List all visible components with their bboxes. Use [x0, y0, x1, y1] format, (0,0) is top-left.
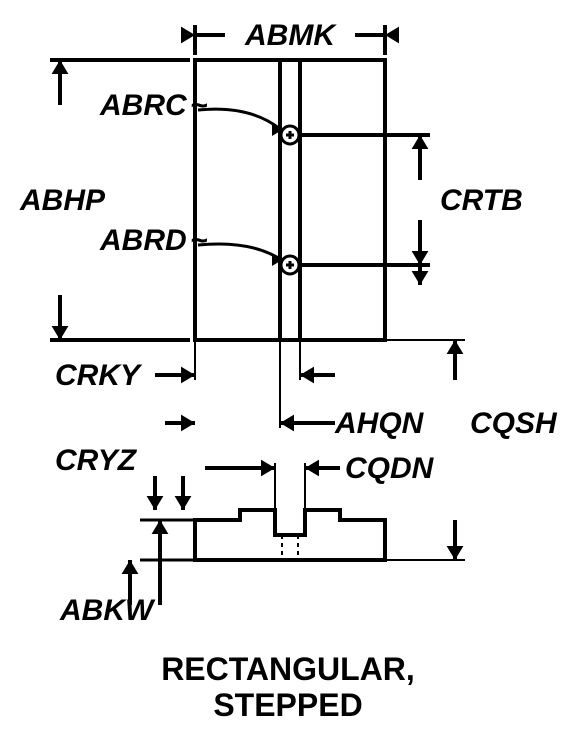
label-cqdn: CQDN [345, 452, 435, 485]
label-cryz: CRYZ [55, 444, 138, 477]
technical-drawing: ABMKABHPABRC~ABRD~CRTBCRKYAHQNCQSHCRYZCQ… [0, 0, 577, 731]
title-line-2: STEPPED [213, 687, 362, 723]
top-view-rect [195, 60, 385, 340]
label-abkw: ABKW [59, 594, 156, 627]
label: ~ [190, 224, 208, 257]
label-crtb: CRTB [440, 184, 523, 217]
label-abrd: ABRD [99, 224, 187, 257]
title-line-1: RECTANGULAR, [161, 651, 415, 687]
label-ahqn: AHQN [334, 407, 425, 440]
label-abhp: ABHP [19, 184, 106, 217]
label-abmk: ABMK [244, 19, 337, 52]
label-cqsh: CQSH [470, 407, 558, 440]
label-crky: CRKY [55, 359, 143, 392]
side-view-profile [195, 510, 385, 560]
label-abrc: ABRC [99, 89, 188, 122]
label: ~ [190, 89, 208, 122]
